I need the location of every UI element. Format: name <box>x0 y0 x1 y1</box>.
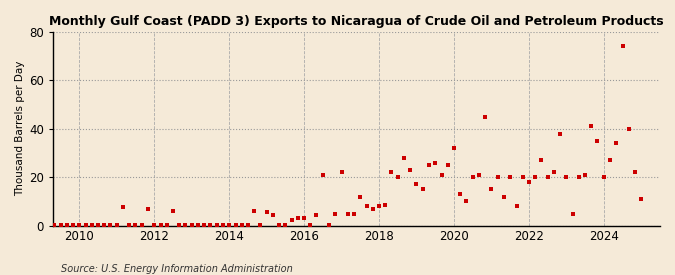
Point <box>205 223 216 227</box>
Point <box>524 180 535 184</box>
Point <box>573 175 584 179</box>
Point <box>605 158 616 163</box>
Point <box>148 223 159 227</box>
Point <box>267 213 278 217</box>
Point <box>43 209 53 213</box>
Point <box>599 175 610 179</box>
Point <box>617 44 628 49</box>
Point <box>374 204 385 208</box>
Point <box>542 175 553 179</box>
Point <box>636 197 647 201</box>
Point <box>380 203 391 207</box>
Point <box>86 223 97 227</box>
Point <box>480 114 491 119</box>
Point <box>111 223 122 227</box>
Point <box>130 223 141 227</box>
Point <box>342 211 353 216</box>
Point <box>549 170 560 175</box>
Point <box>155 223 166 227</box>
Point <box>367 207 378 211</box>
Point <box>486 187 497 191</box>
Point <box>211 223 222 227</box>
Point <box>455 192 466 196</box>
Point <box>411 182 422 187</box>
Point <box>92 223 103 227</box>
Point <box>430 161 441 165</box>
Point <box>592 139 603 143</box>
Point <box>423 163 434 167</box>
Point <box>361 204 372 208</box>
Y-axis label: Thousand Barrels per Day: Thousand Barrels per Day <box>15 61 25 196</box>
Point <box>311 213 322 217</box>
Point <box>474 173 485 177</box>
Point <box>192 223 203 227</box>
Point <box>161 223 172 227</box>
Point <box>436 173 447 177</box>
Point <box>442 163 453 167</box>
Point <box>249 209 260 213</box>
Point <box>55 223 66 227</box>
Point <box>580 173 591 177</box>
Point <box>180 223 191 227</box>
Point <box>230 223 241 227</box>
Point <box>273 223 284 227</box>
Point <box>624 126 634 131</box>
Title: Monthly Gulf Coast (PADD 3) Exports to Nicaragua of Crude Oil and Petroleum Prod: Monthly Gulf Coast (PADD 3) Exports to N… <box>49 15 664 28</box>
Point <box>117 205 128 210</box>
Point <box>280 223 291 227</box>
Point <box>498 194 509 199</box>
Point <box>198 223 209 227</box>
Point <box>399 156 410 160</box>
Point <box>511 204 522 208</box>
Point <box>298 216 309 221</box>
Point <box>305 223 316 227</box>
Point <box>217 223 228 227</box>
Point <box>586 124 597 129</box>
Point <box>324 223 335 227</box>
Point <box>567 211 578 216</box>
Point <box>517 175 528 179</box>
Point <box>174 223 185 227</box>
Point <box>99 223 110 227</box>
Point <box>80 223 91 227</box>
Point <box>317 173 328 177</box>
Point <box>505 175 516 179</box>
Point <box>142 207 153 211</box>
Point <box>105 223 116 227</box>
Point <box>461 199 472 204</box>
Point <box>355 194 366 199</box>
Point <box>286 217 297 222</box>
Point <box>392 175 403 179</box>
Point <box>449 146 460 150</box>
Point <box>417 187 428 191</box>
Point <box>386 170 397 175</box>
Point <box>236 223 247 227</box>
Point <box>530 175 541 179</box>
Point <box>49 223 59 227</box>
Point <box>536 158 547 163</box>
Point <box>261 210 272 214</box>
Point <box>68 223 78 227</box>
Point <box>124 223 134 227</box>
Point <box>186 223 197 227</box>
Point <box>330 211 341 216</box>
Point <box>555 131 566 136</box>
Point <box>336 170 347 175</box>
Point <box>223 223 234 227</box>
Point <box>292 216 303 221</box>
Point <box>255 223 266 227</box>
Point <box>492 175 503 179</box>
Point <box>136 223 147 227</box>
Point <box>405 168 416 172</box>
Point <box>561 175 572 179</box>
Point <box>611 141 622 145</box>
Point <box>61 223 72 227</box>
Point <box>630 170 641 175</box>
Point <box>467 175 478 179</box>
Point <box>348 211 359 216</box>
Point <box>242 223 253 227</box>
Text: Source: U.S. Energy Information Administration: Source: U.S. Energy Information Administ… <box>61 264 292 274</box>
Point <box>167 209 178 213</box>
Point <box>74 223 84 227</box>
